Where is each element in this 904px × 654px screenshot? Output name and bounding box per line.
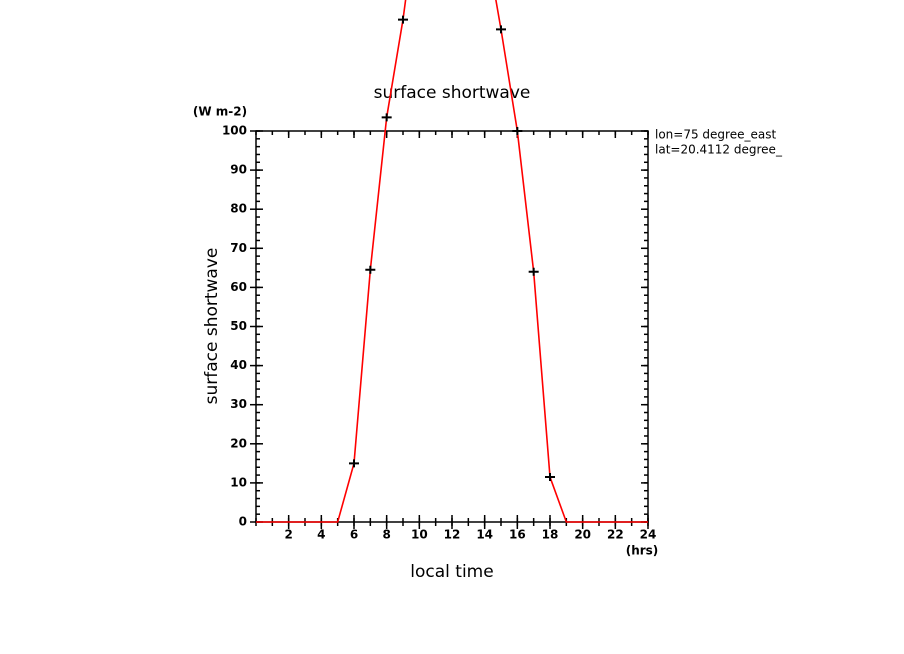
- x-tick-label: 6: [350, 528, 358, 542]
- y-tick-label: 60: [230, 280, 247, 294]
- x-tick-label: 8: [382, 528, 390, 542]
- data-point: [496, 25, 506, 34]
- x-tick-label: 18: [542, 528, 559, 542]
- x-tick-label: 22: [607, 528, 624, 542]
- y-tick-label: 20: [230, 436, 247, 450]
- x-tick-label: 24: [640, 528, 657, 542]
- y-axis-label: surface shortwave: [202, 248, 222, 405]
- data-line: [256, 0, 648, 523]
- x-tick-label: 16: [509, 528, 526, 542]
- chart-title: surface shortwave: [374, 83, 531, 103]
- plot-frame: [255, 130, 649, 523]
- y-tick-label: 10: [230, 475, 247, 489]
- data-point: [365, 265, 376, 274]
- x-tick-label: 4: [317, 528, 325, 542]
- annotation: lat=20.4112 degree_: [655, 143, 783, 157]
- y-tick-label: 0: [239, 515, 247, 529]
- x-tick-label: 12: [444, 528, 461, 542]
- y-tick-label: 100: [222, 124, 247, 138]
- data-point: [398, 15, 408, 24]
- y-tick-label: 90: [230, 163, 247, 177]
- data-point: [349, 459, 359, 468]
- x-tick-label: 14: [476, 528, 493, 542]
- y-tick-label: 50: [230, 319, 247, 333]
- y-units: (W m-2): [193, 105, 247, 119]
- y-tick-label: 70: [230, 241, 247, 255]
- x-tick-label: 20: [574, 528, 591, 542]
- y-tick-label: 40: [230, 358, 247, 372]
- x-tick-label: 2: [284, 528, 292, 542]
- annotation: lon=75 degree_east: [655, 128, 776, 142]
- x-axis-label: local time: [410, 562, 493, 582]
- x-tick-label: 10: [411, 528, 428, 542]
- data-point: [512, 127, 523, 135]
- x-units: (hrs): [626, 544, 659, 558]
- data-point: [381, 113, 392, 122]
- data-point: [545, 473, 555, 482]
- y-tick-label: 80: [230, 202, 247, 216]
- y-tick-label: 30: [230, 397, 247, 411]
- data-point: [528, 267, 539, 276]
